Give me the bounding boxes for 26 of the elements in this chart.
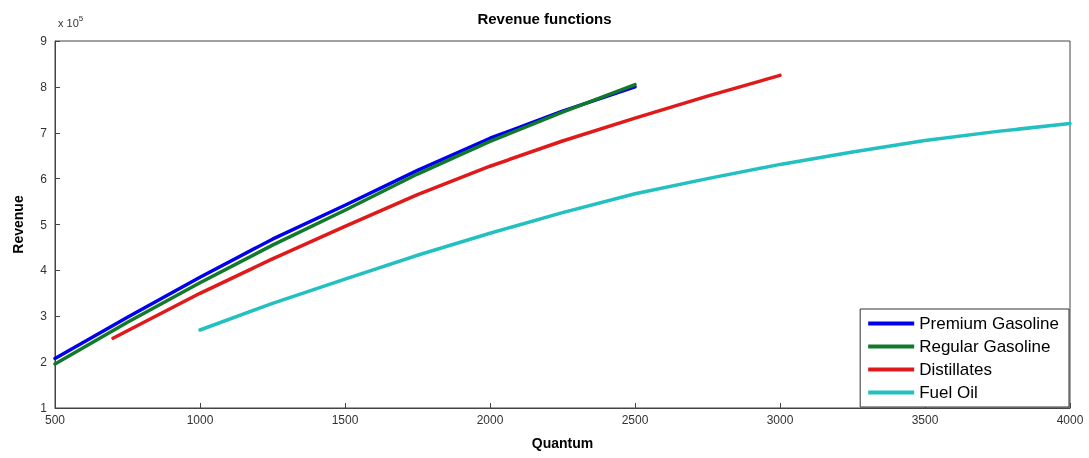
x-tick-label: 1500 [331,413,359,427]
chart-title: Revenue functions [477,10,612,27]
legend-label: Regular Gasoline [919,337,1051,356]
x-tick-label: 2500 [621,413,649,427]
y-axis-title: Revenue [10,195,26,254]
y-tick-label: 9 [40,34,48,48]
x-tick-label: 4000 [1056,413,1084,427]
y-tick-label: 2 [40,355,48,370]
y-tick-label: 6 [40,171,48,186]
line-series [111,73,782,341]
y-tick-label: 5 [40,217,48,232]
y-tick-label: 8 [40,79,48,94]
y-tick-label: 1 [40,401,48,415]
y-tick-label: 7 [40,125,48,140]
line-series [198,121,1072,332]
legend-label: Fuel Oil [919,383,978,402]
legend-label: Distillates [919,360,992,379]
x-tick-label: 3500 [911,413,939,427]
x-tick-label: 2000 [476,413,504,427]
y-tick-label: 3 [40,309,48,324]
y-tick-label: 4 [40,263,48,278]
x-tick-label: 1000 [186,413,214,427]
x-axis-title: Quantum [531,435,594,451]
legend-label: Premium Gasoline [919,314,1059,333]
x-tick-label: 3000 [766,413,794,427]
x-tick-label: 500 [44,413,66,427]
